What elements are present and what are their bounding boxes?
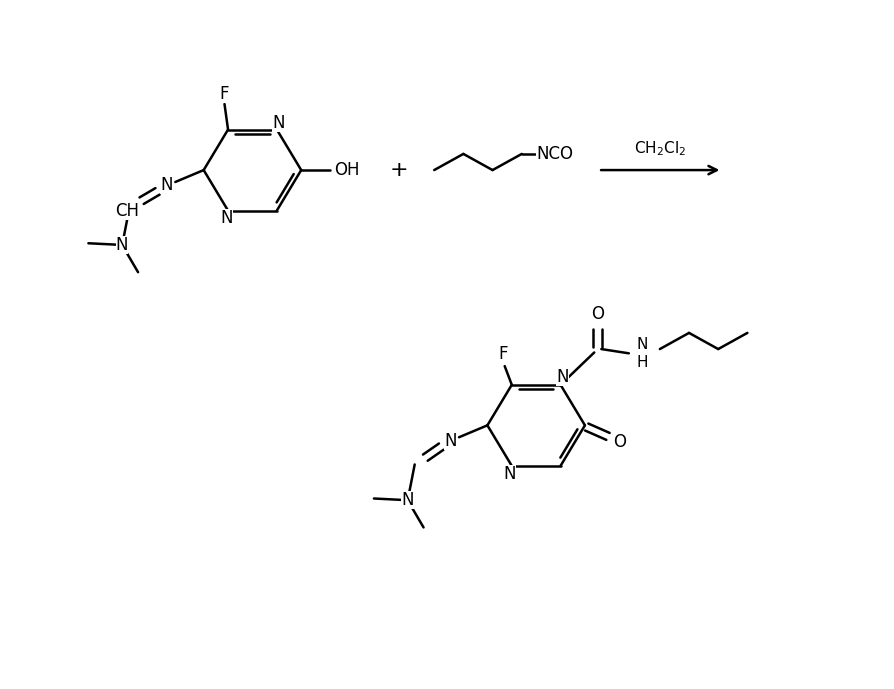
Text: OH: OH <box>334 161 359 179</box>
Text: F: F <box>498 345 507 363</box>
Text: CH: CH <box>115 202 139 220</box>
Text: O: O <box>591 305 603 323</box>
Text: N: N <box>555 368 568 386</box>
Text: F: F <box>220 85 229 103</box>
Text: N: N <box>220 209 232 227</box>
Text: O: O <box>612 433 625 451</box>
Text: NCO: NCO <box>536 145 572 163</box>
Text: N: N <box>443 431 456 450</box>
Text: N: N <box>503 464 516 482</box>
Text: N: N <box>401 491 413 509</box>
Text: N
H: N H <box>636 337 647 369</box>
Text: CH$_2$Cl$_2$: CH$_2$Cl$_2$ <box>634 139 686 158</box>
Text: N: N <box>115 236 128 254</box>
Text: N: N <box>160 176 173 194</box>
Text: +: + <box>389 160 408 180</box>
Text: N: N <box>272 114 284 132</box>
